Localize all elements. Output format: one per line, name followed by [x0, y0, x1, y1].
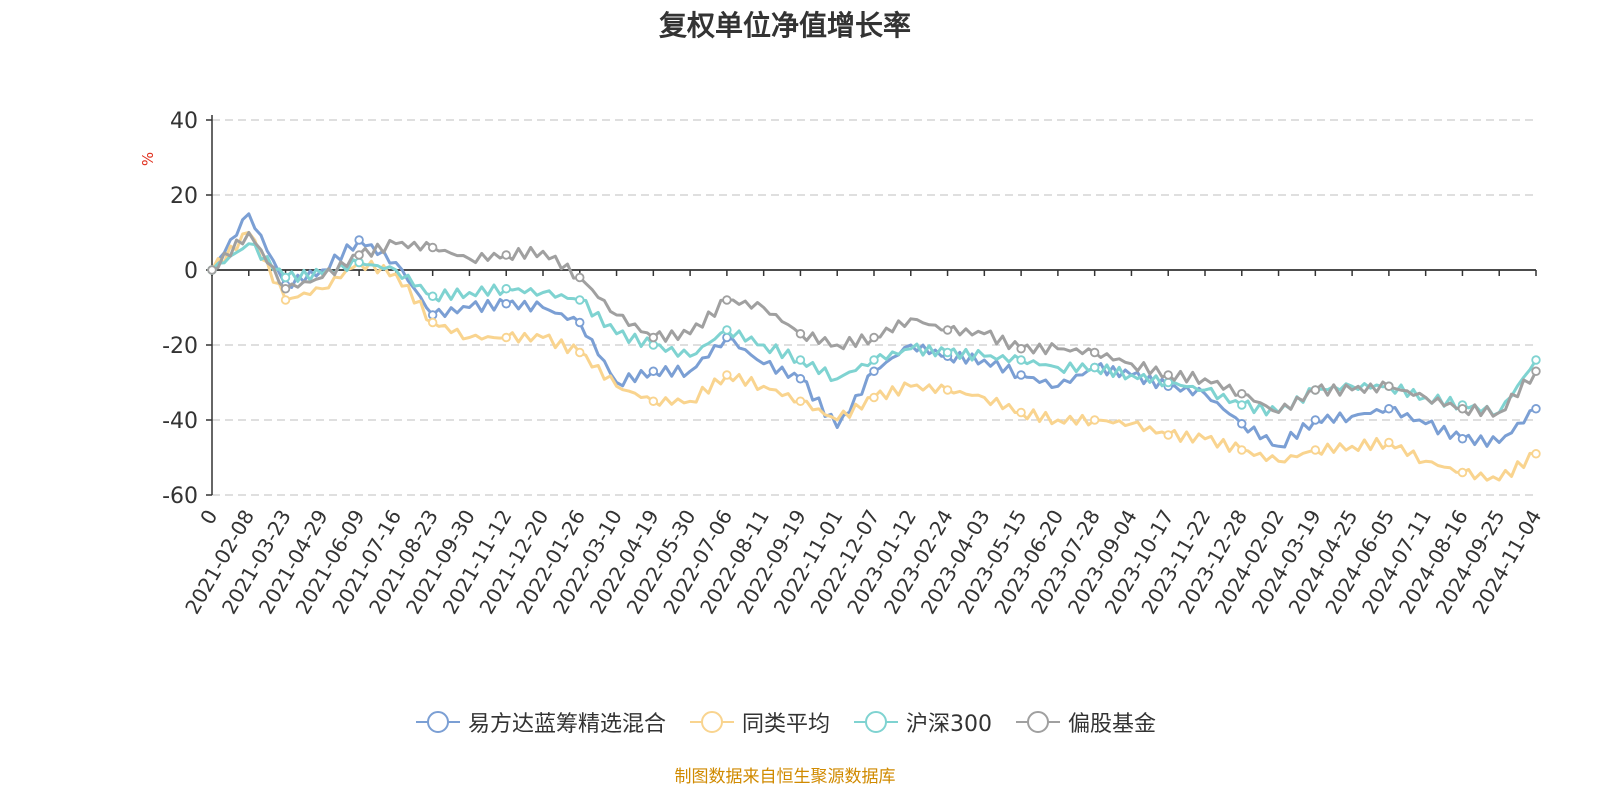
data-point: [648, 332, 659, 343]
y-tick-label: 20: [170, 184, 198, 209]
data-point: [648, 340, 659, 350]
legend-label: 易方达蓝筹精选混合: [467, 712, 666, 737]
data-point: [1531, 404, 1541, 414]
data-point: [942, 325, 953, 335]
data-point: [869, 355, 879, 365]
chart-title: 复权单位净值增长率: [658, 9, 911, 42]
data-point: [1089, 362, 1100, 373]
y-tick-label: -40: [162, 409, 198, 434]
legend-item[interactable]: 易方达蓝筹精选混合: [414, 706, 666, 738]
data-point: [575, 272, 585, 283]
data-point: [795, 396, 806, 406]
legend-marker-icon: [1016, 711, 1060, 733]
data-point: [1310, 415, 1321, 425]
x-tick-label: 0: [195, 506, 222, 529]
legend-marker-icon: [854, 711, 898, 733]
series-line: [210, 212, 1537, 449]
data-point: [427, 291, 438, 301]
data-point: [501, 332, 511, 343]
data-point: [1531, 355, 1541, 365]
data-point: [869, 366, 879, 376]
data-point: [575, 317, 585, 328]
data-point: [1237, 389, 1247, 399]
data-point: [280, 272, 291, 283]
data-point: [1237, 419, 1247, 429]
data-point: [1016, 407, 1026, 418]
data-point: [795, 355, 806, 365]
data-point: [1384, 437, 1394, 448]
data-point: [869, 332, 879, 343]
legend-label: 沪深300: [906, 712, 992, 737]
data-point: [1016, 370, 1026, 380]
data-point: [1457, 434, 1468, 444]
data-point: [280, 284, 291, 294]
data-point: [1237, 400, 1247, 410]
data-point: [427, 242, 438, 253]
data-point: [427, 317, 438, 328]
y-tick-label: 40: [170, 109, 198, 134]
data-point: [1384, 381, 1394, 391]
data-point: [1457, 404, 1468, 414]
data-point: [501, 299, 511, 309]
y-tick-label: -60: [162, 484, 198, 509]
series-line: [211, 231, 1538, 418]
legend-marker-icon: [689, 711, 734, 733]
y-tick-label: 0: [184, 259, 198, 284]
legend-label: 同类平均: [741, 712, 830, 737]
legend-item[interactable]: 偏股基金: [1014, 706, 1156, 738]
data-point: [1089, 415, 1100, 425]
data-point: [1457, 467, 1468, 478]
data-point: [1384, 404, 1394, 414]
data-point: [1089, 347, 1100, 358]
data-point: [1310, 445, 1321, 455]
data-point: [1163, 377, 1173, 388]
data-point: [795, 329, 806, 339]
data-point: [648, 396, 659, 406]
data-point: [1016, 355, 1026, 365]
data-point: [427, 310, 438, 320]
data-point: [942, 385, 953, 395]
data-point: [1163, 370, 1173, 380]
data-point: [207, 265, 217, 275]
data-point: [575, 295, 585, 305]
data-point: [795, 374, 806, 384]
y-tick-label: -20: [162, 334, 198, 359]
data-source-note: 制图数据来自恒生聚源数据库: [674, 767, 896, 787]
data-point: [722, 325, 732, 335]
legend-label: 偏股基金: [1068, 712, 1157, 737]
legend-item[interactable]: 沪深300: [852, 706, 992, 738]
data-point: [354, 257, 364, 268]
data-point: [575, 347, 585, 358]
data-point: [354, 250, 364, 260]
data-point: [1163, 430, 1173, 440]
legend-item[interactable]: 同类平均: [688, 706, 830, 738]
data-point: [1531, 449, 1541, 459]
data-point: [501, 250, 511, 260]
data-point: [722, 295, 732, 305]
data-point: [722, 370, 732, 380]
data-point: [869, 392, 879, 403]
data-point: [501, 284, 511, 294]
data-point: [1531, 366, 1541, 376]
data-point: [354, 235, 364, 245]
line-chart: 40200-20-40-6002021-02-082021-03-232021-…: [162, 109, 1546, 618]
legend-marker-icon: [415, 711, 460, 733]
data-point: [942, 347, 953, 358]
chart-legend: 易方达蓝筹精选混合 同类平均 沪深300 偏股基金: [0, 706, 1570, 738]
data-point: [648, 366, 659, 376]
data-point: [280, 295, 291, 305]
data-point: [1310, 385, 1321, 395]
data-point: [1016, 344, 1026, 354]
data-point: [1237, 445, 1247, 455]
